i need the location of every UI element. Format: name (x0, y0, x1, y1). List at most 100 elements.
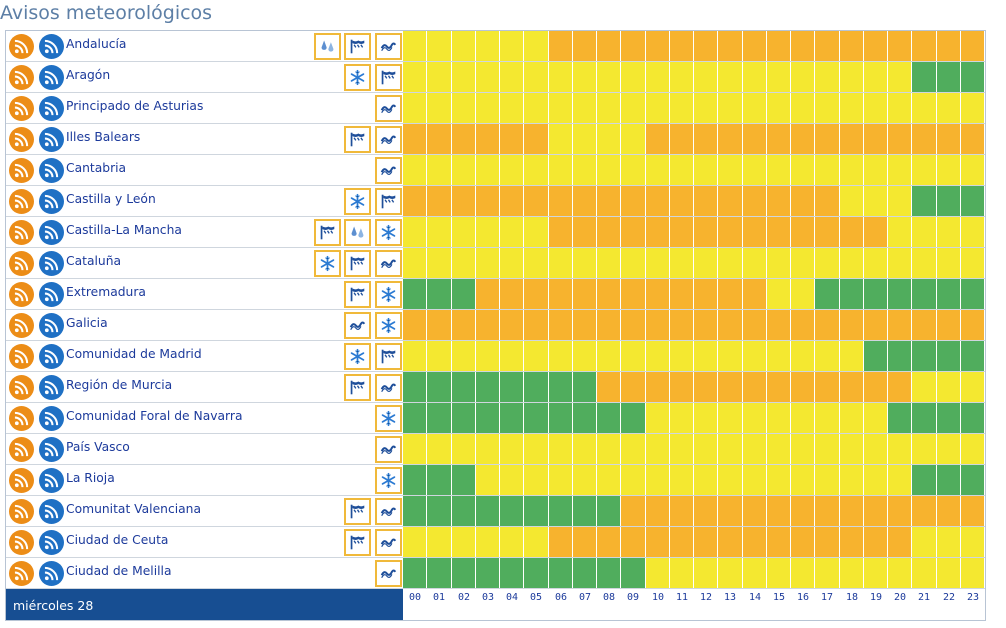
warning-cell[interactable] (912, 217, 937, 247)
warning-cell[interactable] (840, 465, 864, 495)
warning-cell[interactable] (427, 372, 452, 402)
warning-cell[interactable] (937, 124, 961, 154)
region-link[interactable]: Castilla y León (66, 192, 156, 206)
warning-cell[interactable] (549, 558, 573, 588)
warning-cell[interactable] (961, 558, 985, 588)
warning-cell[interactable] (452, 558, 476, 588)
warning-cell[interactable] (549, 372, 573, 402)
warning-cell[interactable] (646, 527, 670, 557)
snow-icon[interactable] (344, 188, 371, 215)
warning-cell[interactable] (937, 186, 961, 216)
warning-cell[interactable] (621, 155, 646, 185)
warning-cell[interactable] (767, 465, 791, 495)
warning-cell[interactable] (597, 527, 621, 557)
warning-cell[interactable] (694, 403, 718, 433)
warning-cell[interactable] (864, 31, 888, 61)
warning-cell[interactable] (500, 558, 524, 588)
warning-cell[interactable] (767, 279, 791, 309)
warning-cell[interactable] (500, 310, 524, 340)
rss-feed-icon[interactable] (9, 251, 34, 276)
warning-cell[interactable] (864, 124, 888, 154)
region-link[interactable]: Aragón (66, 68, 111, 82)
warning-cell[interactable] (403, 465, 427, 495)
rss-feed-icon[interactable] (9, 127, 34, 152)
warning-cell[interactable] (864, 341, 888, 371)
warning-cell[interactable] (694, 248, 718, 278)
warning-cell[interactable] (500, 372, 524, 402)
warning-cell[interactable] (524, 558, 549, 588)
warning-cell[interactable] (476, 93, 500, 123)
warning-cell[interactable] (524, 248, 549, 278)
warning-cell[interactable] (476, 403, 500, 433)
warning-cell[interactable] (791, 434, 815, 464)
warning-cell[interactable] (815, 527, 840, 557)
warning-cell[interactable] (718, 496, 743, 526)
warning-cell[interactable] (864, 434, 888, 464)
warning-cell[interactable] (427, 31, 452, 61)
warning-cell[interactable] (427, 527, 452, 557)
warning-cell[interactable] (476, 155, 500, 185)
warning-cell[interactable] (597, 217, 621, 247)
warning-cell[interactable] (670, 186, 694, 216)
warning-cell[interactable] (888, 248, 912, 278)
warning-cell[interactable] (840, 279, 864, 309)
coastal-icon[interactable] (375, 560, 402, 587)
warning-cell[interactable] (452, 217, 476, 247)
warning-cell[interactable] (500, 62, 524, 92)
rss-subscribe-icon[interactable] (39, 375, 64, 400)
warning-cell[interactable] (767, 93, 791, 123)
warning-cell[interactable] (524, 372, 549, 402)
warning-cell[interactable] (427, 93, 452, 123)
warning-cell[interactable] (743, 217, 767, 247)
warning-cell[interactable] (767, 434, 791, 464)
rss-subscribe-icon[interactable] (39, 468, 64, 493)
warning-cell[interactable] (670, 279, 694, 309)
warning-cell[interactable] (961, 465, 985, 495)
warning-cell[interactable] (888, 496, 912, 526)
region-link[interactable]: Illes Balears (66, 130, 141, 144)
warning-cell[interactable] (573, 279, 597, 309)
coastal-icon[interactable] (375, 436, 402, 463)
warning-cell[interactable] (452, 434, 476, 464)
wind-icon[interactable] (344, 498, 371, 525)
warning-cell[interactable] (937, 93, 961, 123)
warning-cell[interactable] (815, 31, 840, 61)
region-link[interactable]: Principado de Asturias (66, 99, 204, 113)
warning-cell[interactable] (815, 62, 840, 92)
warning-cell[interactable] (840, 217, 864, 247)
warning-cell[interactable] (646, 217, 670, 247)
warning-cell[interactable] (791, 124, 815, 154)
warning-cell[interactable] (694, 155, 718, 185)
warning-cell[interactable] (524, 310, 549, 340)
warning-cell[interactable] (427, 217, 452, 247)
warning-cell[interactable] (524, 155, 549, 185)
warning-cell[interactable] (403, 372, 427, 402)
warning-cell[interactable] (912, 372, 937, 402)
warning-cell[interactable] (476, 248, 500, 278)
warning-cell[interactable] (500, 496, 524, 526)
rss-subscribe-icon[interactable] (39, 220, 64, 245)
rss-feed-icon[interactable] (9, 561, 34, 586)
warning-cell[interactable] (670, 465, 694, 495)
warning-cell[interactable] (500, 403, 524, 433)
warning-cell[interactable] (864, 496, 888, 526)
rss-subscribe-icon[interactable] (39, 96, 64, 121)
warning-cell[interactable] (524, 31, 549, 61)
warning-cell[interactable] (718, 279, 743, 309)
warning-cell[interactable] (937, 372, 961, 402)
warning-cell[interactable] (718, 124, 743, 154)
warning-cell[interactable] (500, 279, 524, 309)
warning-cell[interactable] (743, 341, 767, 371)
warning-cell[interactable] (573, 372, 597, 402)
warning-cell[interactable] (427, 186, 452, 216)
warning-cell[interactable] (694, 558, 718, 588)
warning-cell[interactable] (791, 341, 815, 371)
warning-cell[interactable] (573, 31, 597, 61)
warning-cell[interactable] (840, 124, 864, 154)
warning-cell[interactable] (670, 217, 694, 247)
warning-cell[interactable] (597, 62, 621, 92)
warning-cell[interactable] (937, 434, 961, 464)
warning-cell[interactable] (937, 403, 961, 433)
warning-cell[interactable] (743, 496, 767, 526)
warning-cell[interactable] (573, 558, 597, 588)
